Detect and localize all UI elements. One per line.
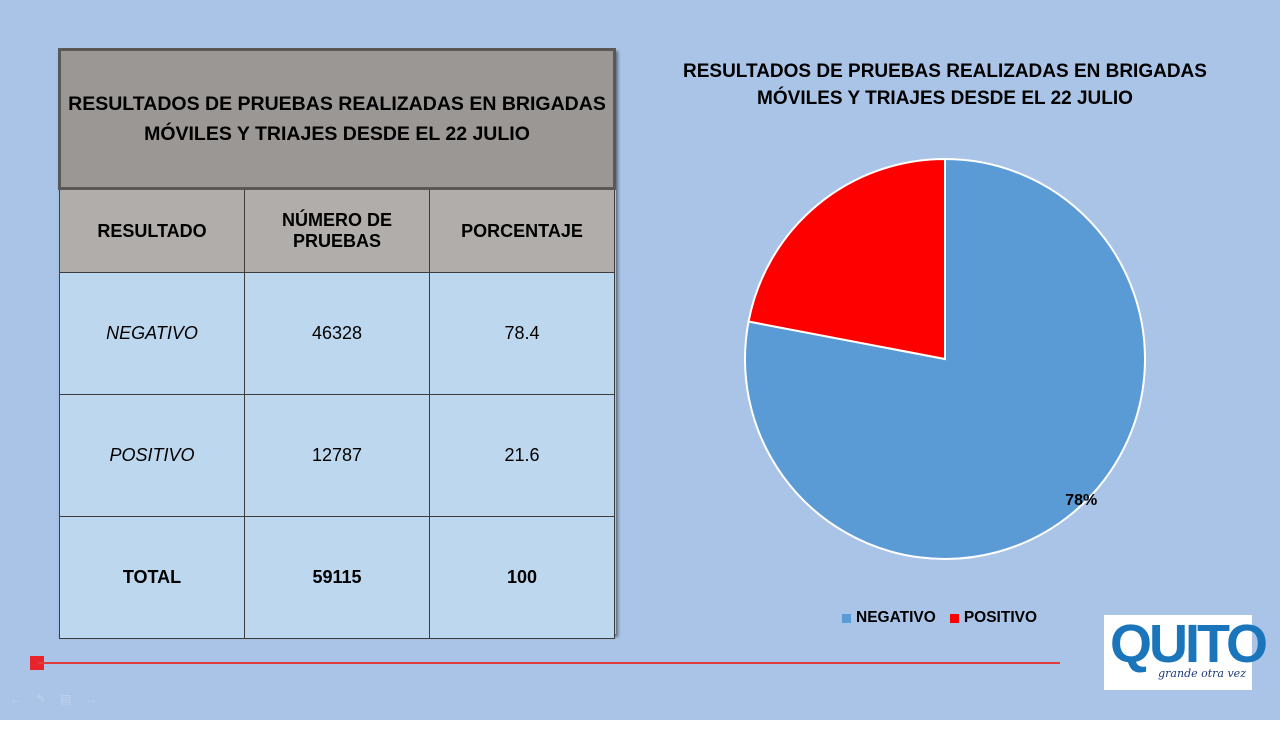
table-row-negativo: NEGATIVO 46328 78.4 <box>59 272 615 395</box>
legend-item-positivo: POSITIVO <box>949 609 1038 627</box>
menu-icon[interactable]: ▤ <box>60 692 72 706</box>
row-count: 46328 <box>244 272 430 395</box>
legend-label-positivo: POSITIVO <box>963 609 1038 626</box>
progress-marker <box>30 656 44 670</box>
row-count: 59115 <box>244 516 430 639</box>
results-table-container: RESULTADOS DE PRUEBAS REALIZADAS EN BRIG… <box>58 48 616 639</box>
table-row-total: TOTAL 59115 100 <box>59 516 615 639</box>
chart-legend: NEGATIVO POSITIVO <box>842 609 1051 627</box>
legend-item-negativo: NEGATIVO <box>842 609 936 627</box>
slide-background: RESULTADOS DE PRUEBAS REALIZADAS EN BRIG… <box>0 0 1280 720</box>
data-label-negativo: 78% <box>1065 492 1097 509</box>
slide-nav-controls[interactable]: ← ✎ ▤ → <box>10 692 97 706</box>
red-divider-line <box>38 662 1060 664</box>
pie-chart: 78%22% <box>744 157 1146 560</box>
row-label: TOTAL <box>59 516 245 639</box>
back-arrow-icon[interactable]: ← <box>10 692 22 706</box>
forward-arrow-icon[interactable]: → <box>85 692 98 706</box>
table-title: RESULTADOS DE PRUEBAS REALIZADAS EN BRIG… <box>58 48 616 190</box>
quito-logo: QUITO grande otra vez <box>1104 614 1268 690</box>
row-count: 12787 <box>244 394 430 517</box>
logo-tagline: grande otra vez <box>1158 667 1246 680</box>
pie-slice-positivo <box>747 157 946 361</box>
results-table: RESULTADOS DE PRUEBAS REALIZADAS EN BRIG… <box>58 48 616 639</box>
row-percent: 78.4 <box>429 272 615 395</box>
legend-swatch-negativo <box>842 613 851 623</box>
header-resultado: RESULTADO <box>59 188 245 273</box>
row-percent: 100 <box>429 516 615 639</box>
header-numero-pruebas: NÚMERO DE PRUEBAS <box>244 188 430 273</box>
legend-label-negativo: NEGATIVO <box>856 609 936 626</box>
logo-word: QUITO <box>1110 614 1268 674</box>
header-porcentaje: PORCENTAJE <box>429 188 615 273</box>
row-label: NEGATIVO <box>59 272 245 395</box>
row-percent: 21.6 <box>429 394 615 517</box>
pen-icon[interactable]: ✎ <box>36 692 47 706</box>
table-row-positivo: POSITIVO 12787 21.6 <box>59 394 615 517</box>
chart-title: RESULTADOS DE PRUEBAS REALIZADAS EN BRIG… <box>683 61 1207 109</box>
legend-swatch-positivo <box>949 613 959 623</box>
row-label: POSITIVO <box>59 394 245 517</box>
